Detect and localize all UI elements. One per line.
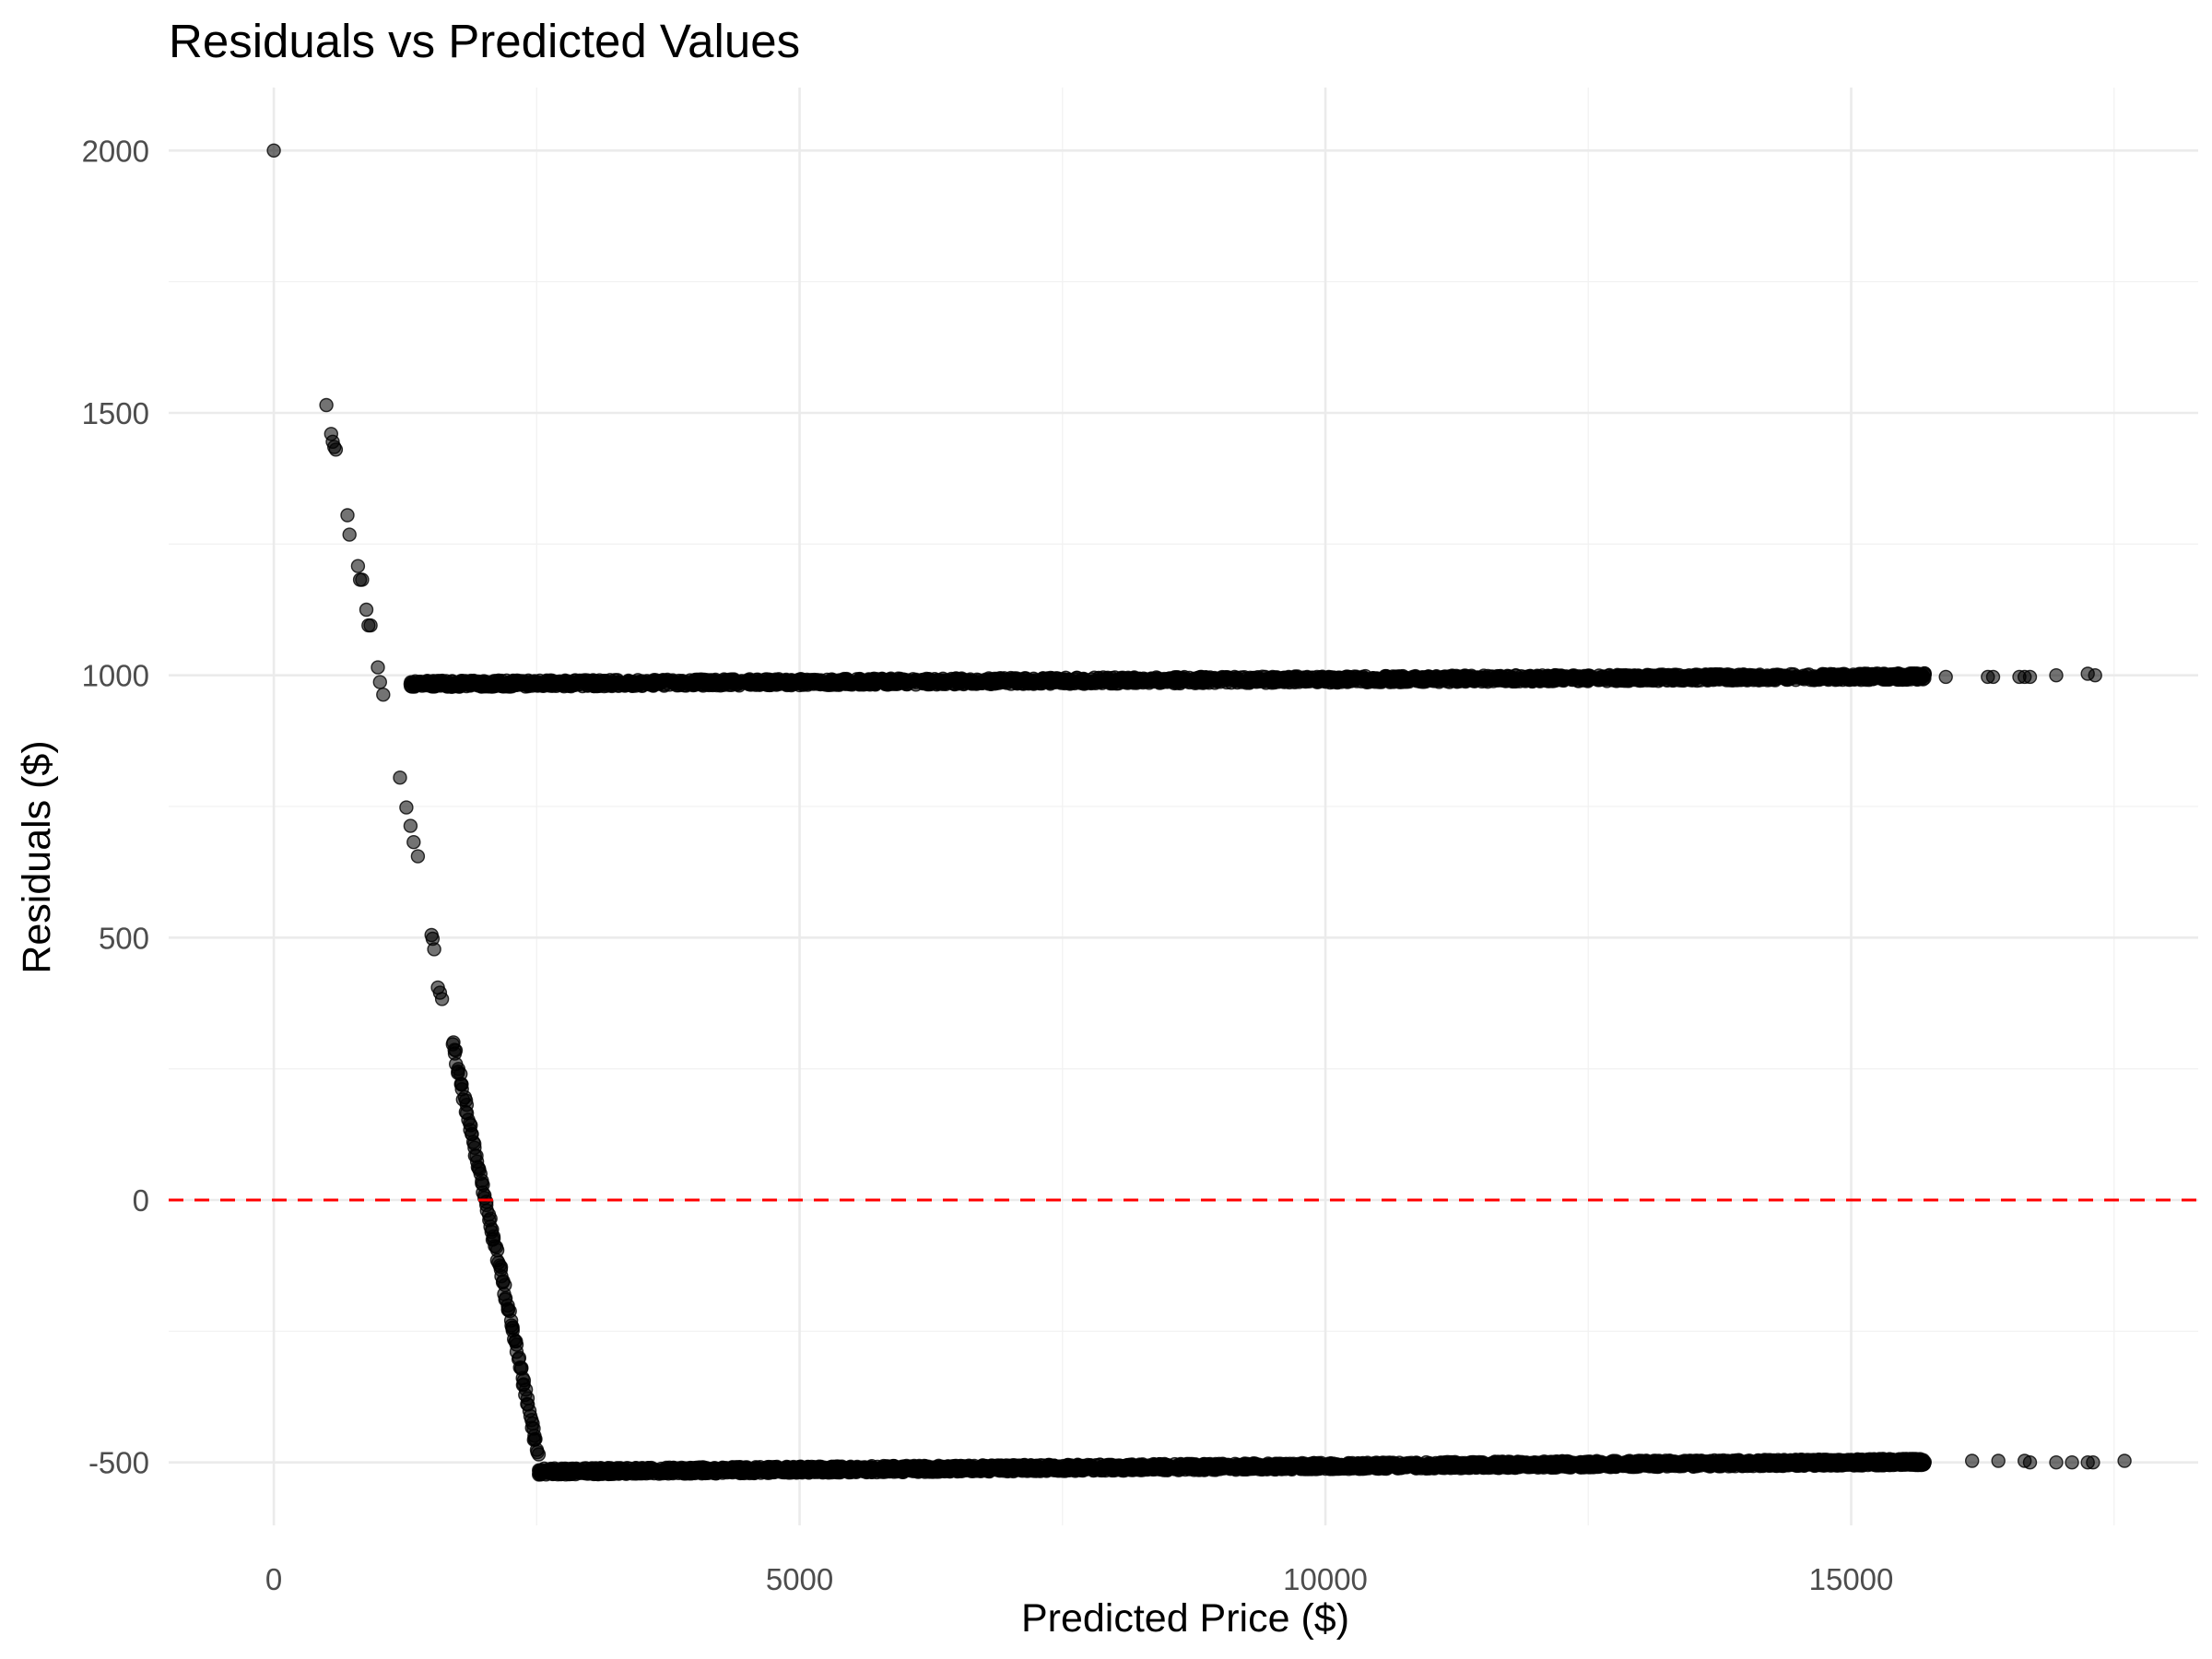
data-point xyxy=(410,849,426,864)
data-point xyxy=(531,1447,547,1462)
data-point xyxy=(266,143,281,159)
data-point xyxy=(915,676,930,690)
data-point xyxy=(1096,670,1111,685)
data-point xyxy=(1522,672,1536,687)
data-point xyxy=(371,660,385,675)
data-point xyxy=(1917,666,1933,681)
data-point xyxy=(399,800,414,815)
data-point xyxy=(406,835,421,850)
data-point xyxy=(355,572,370,587)
data-point xyxy=(403,818,418,833)
data-point xyxy=(992,676,1006,690)
data-point xyxy=(1373,674,1388,689)
data-point xyxy=(1392,670,1406,685)
data-point xyxy=(342,527,357,542)
data-point xyxy=(434,992,450,1006)
data-point xyxy=(427,675,441,689)
data-point xyxy=(483,677,498,692)
data-point xyxy=(1539,673,1555,688)
data-point xyxy=(427,942,441,957)
data-points xyxy=(266,143,2132,1482)
data-point xyxy=(1075,672,1089,688)
data-point xyxy=(1572,672,1588,687)
data-point xyxy=(1821,672,1836,688)
data-point xyxy=(748,675,763,689)
data-point xyxy=(837,673,853,688)
data-point xyxy=(1061,674,1076,689)
data-point xyxy=(877,676,892,690)
data-point xyxy=(1653,672,1668,687)
data-point xyxy=(1409,673,1424,688)
data-point xyxy=(328,442,344,457)
data-point xyxy=(1743,668,1759,684)
data-point xyxy=(415,676,429,690)
data-point xyxy=(1498,673,1513,688)
data-point xyxy=(500,677,514,692)
data-point xyxy=(340,508,355,523)
data-point xyxy=(363,618,378,633)
data-point xyxy=(359,602,374,618)
data-point xyxy=(350,559,366,573)
data-point xyxy=(897,676,912,690)
data-point xyxy=(372,675,387,689)
data-point xyxy=(530,677,545,691)
data-point xyxy=(1888,669,1903,684)
data-point xyxy=(691,673,706,688)
data-point xyxy=(1161,673,1176,688)
data-point xyxy=(717,677,732,692)
data-point xyxy=(611,676,626,690)
data-point xyxy=(1348,671,1364,686)
data-point xyxy=(1215,669,1230,685)
data-point xyxy=(1631,673,1646,688)
data-point xyxy=(458,674,473,688)
data-point xyxy=(1026,675,1041,689)
data-point xyxy=(1006,671,1022,686)
data-point xyxy=(319,397,334,413)
data-point xyxy=(1135,675,1150,690)
minor-gridlines xyxy=(169,88,2198,1525)
data-point xyxy=(1806,669,1822,684)
data-point xyxy=(376,688,391,702)
data-point xyxy=(1873,669,1888,684)
data-point xyxy=(1194,673,1209,688)
data-point xyxy=(543,673,558,688)
data-point xyxy=(769,677,784,692)
data-point xyxy=(667,676,682,690)
data-point xyxy=(937,674,952,688)
data-point xyxy=(646,676,661,690)
data-point xyxy=(588,674,604,688)
data-point xyxy=(1318,674,1333,689)
data-point xyxy=(794,672,809,687)
data-point xyxy=(1759,668,1775,683)
data-point xyxy=(1699,667,1714,682)
data-point xyxy=(393,771,407,785)
data-point xyxy=(1428,671,1442,687)
data-point xyxy=(1272,674,1287,688)
data-point xyxy=(1606,670,1622,685)
data-point xyxy=(1474,671,1489,686)
data-point xyxy=(1109,677,1124,691)
data-point xyxy=(1713,669,1729,684)
data-point xyxy=(1122,673,1137,688)
data-point xyxy=(1229,671,1243,686)
data-point xyxy=(559,677,575,692)
data-point xyxy=(963,676,979,691)
data-point xyxy=(1853,670,1869,685)
data-point xyxy=(782,675,796,689)
data-point xyxy=(1687,672,1701,688)
data-point xyxy=(807,675,822,690)
